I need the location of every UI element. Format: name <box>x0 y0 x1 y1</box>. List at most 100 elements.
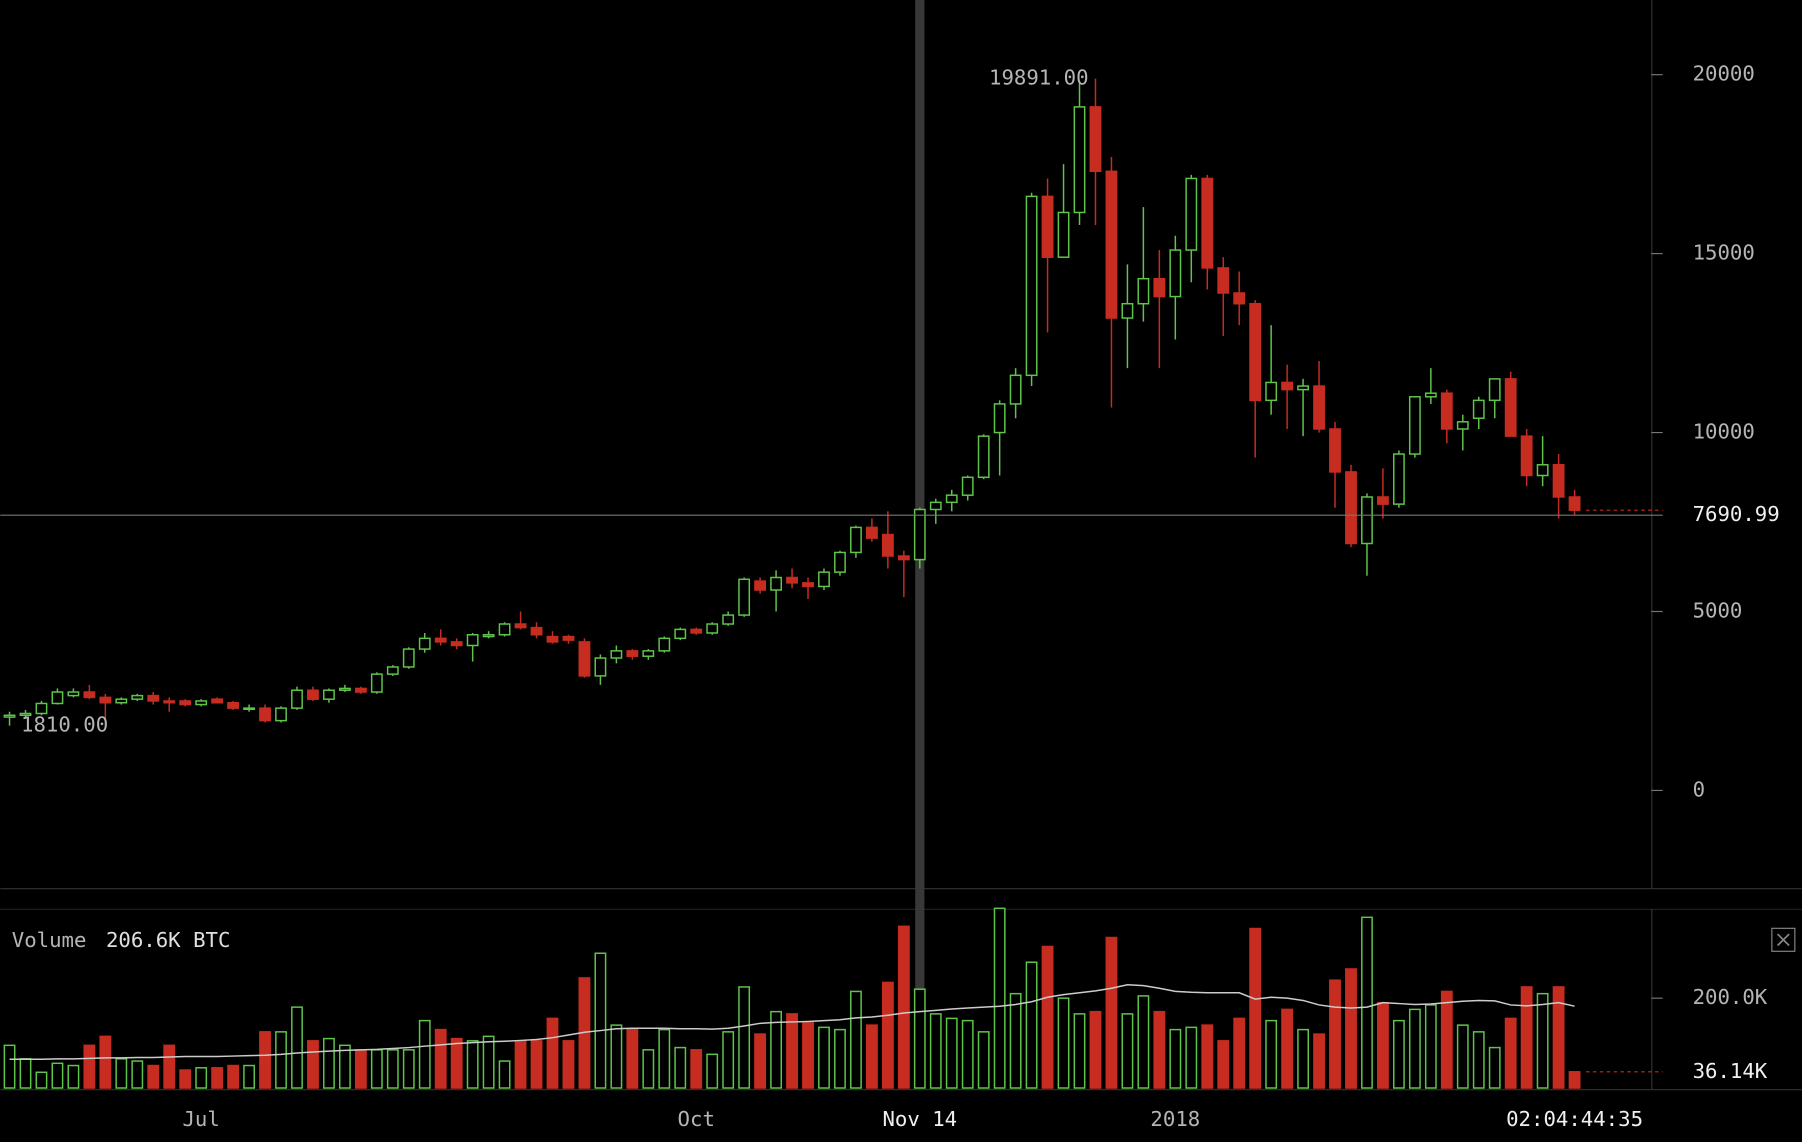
candle-body <box>35 702 48 715</box>
candle-body <box>961 476 974 496</box>
candle-body <box>482 634 495 638</box>
candle-body <box>1281 381 1294 391</box>
candle-body <box>770 576 782 591</box>
volume-bar <box>418 1019 431 1089</box>
volume-bar <box>386 1049 399 1089</box>
candle-body <box>562 635 575 641</box>
candle-body <box>3 714 16 718</box>
volume-bar <box>546 1017 559 1089</box>
candle-body <box>850 526 862 554</box>
crosshair-label: 7690.99 <box>1693 502 1780 526</box>
volume-bar <box>1361 916 1373 1089</box>
volume-bar <box>658 1028 671 1089</box>
candle-body <box>99 696 112 704</box>
candle-body <box>690 628 703 634</box>
volume-bar <box>1089 1010 1102 1089</box>
candle-body <box>738 578 751 616</box>
volume-bar <box>466 1040 479 1089</box>
candle-body <box>450 641 463 647</box>
candle-body <box>131 694 144 700</box>
candle-body <box>1408 396 1421 455</box>
volume-bar <box>1249 927 1262 1089</box>
close-icon[interactable] <box>1776 933 1790 947</box>
candle-body <box>1377 496 1389 505</box>
candle-body <box>307 689 319 700</box>
candle-body <box>243 707 255 711</box>
candle-body <box>929 501 942 511</box>
candle-body <box>323 689 335 700</box>
volume-bar <box>1073 1013 1086 1089</box>
volume-bar <box>1536 992 1549 1089</box>
candle-body <box>338 687 351 691</box>
volume-bar <box>754 1033 767 1089</box>
volume-bar <box>1201 1024 1214 1089</box>
volume-bar <box>1345 968 1357 1089</box>
candle-body <box>913 508 926 561</box>
candle-body <box>754 580 767 591</box>
volume-bar <box>1408 1008 1421 1089</box>
volume-ma-line <box>9 983 1575 1061</box>
volume-bar <box>323 1037 335 1089</box>
volume-bar <box>610 1024 623 1089</box>
candle-body <box>402 648 415 668</box>
volume-bar <box>913 988 926 1089</box>
candle-body <box>1073 106 1086 214</box>
volume-bar <box>1281 1008 1294 1089</box>
volume-bar <box>1552 986 1565 1089</box>
volume-bar <box>1504 1017 1517 1089</box>
candle-body <box>115 698 128 704</box>
volume-bar <box>1009 992 1022 1089</box>
candle-body <box>626 650 639 657</box>
candle-body <box>802 582 814 588</box>
candle-body <box>1233 292 1246 305</box>
candle-body <box>945 494 958 504</box>
candle-body <box>1440 392 1453 430</box>
candle-body <box>179 700 192 706</box>
volume-bar <box>1041 945 1054 1089</box>
candle-body <box>1105 170 1118 319</box>
volume-bar <box>1057 997 1070 1089</box>
volume-bar <box>706 1053 719 1089</box>
candle-body <box>163 700 176 704</box>
close-button[interactable] <box>1771 927 1796 952</box>
candle-body <box>1169 249 1182 298</box>
candle-body <box>1361 496 1373 545</box>
y-tick-label: 10000 <box>1693 420 1755 444</box>
candle-body <box>1057 211 1070 258</box>
candle-body <box>291 689 303 709</box>
close-box[interactable] <box>1771 927 1796 952</box>
candle-body <box>1552 464 1565 498</box>
volume-bar <box>945 1017 958 1089</box>
volume-bar <box>865 1024 878 1089</box>
candle-body <box>19 712 32 717</box>
candle-body <box>370 673 383 693</box>
volume-bar <box>1440 990 1453 1089</box>
candle-body <box>786 576 798 584</box>
volume-bar <box>929 1013 942 1089</box>
volume-bar <box>1568 1071 1581 1089</box>
volume-bar <box>562 1040 575 1089</box>
candle-body <box>993 403 1006 434</box>
volume-bar <box>674 1046 687 1089</box>
volume-bar <box>850 990 862 1089</box>
candle-body <box>674 628 687 640</box>
candle-body <box>67 691 80 697</box>
candle-body <box>1009 374 1022 405</box>
volume-bar <box>642 1049 655 1089</box>
volume-bar <box>3 1044 16 1089</box>
volume-bar <box>961 1019 974 1089</box>
candle-body <box>466 634 479 647</box>
volume-bar <box>19 1058 32 1089</box>
candle-body <box>51 691 64 705</box>
candle-body <box>1089 106 1102 173</box>
candle-body <box>227 702 240 709</box>
volume-bar <box>307 1040 319 1089</box>
volume-bar <box>690 1049 703 1089</box>
volume-bar <box>1329 979 1341 1089</box>
volume-bar <box>626 1028 639 1089</box>
candle-body <box>1249 302 1262 402</box>
volume-bar <box>514 1040 527 1089</box>
volume-bar <box>211 1067 224 1089</box>
candle-body <box>386 666 399 675</box>
volume-bar <box>1297 1028 1310 1089</box>
